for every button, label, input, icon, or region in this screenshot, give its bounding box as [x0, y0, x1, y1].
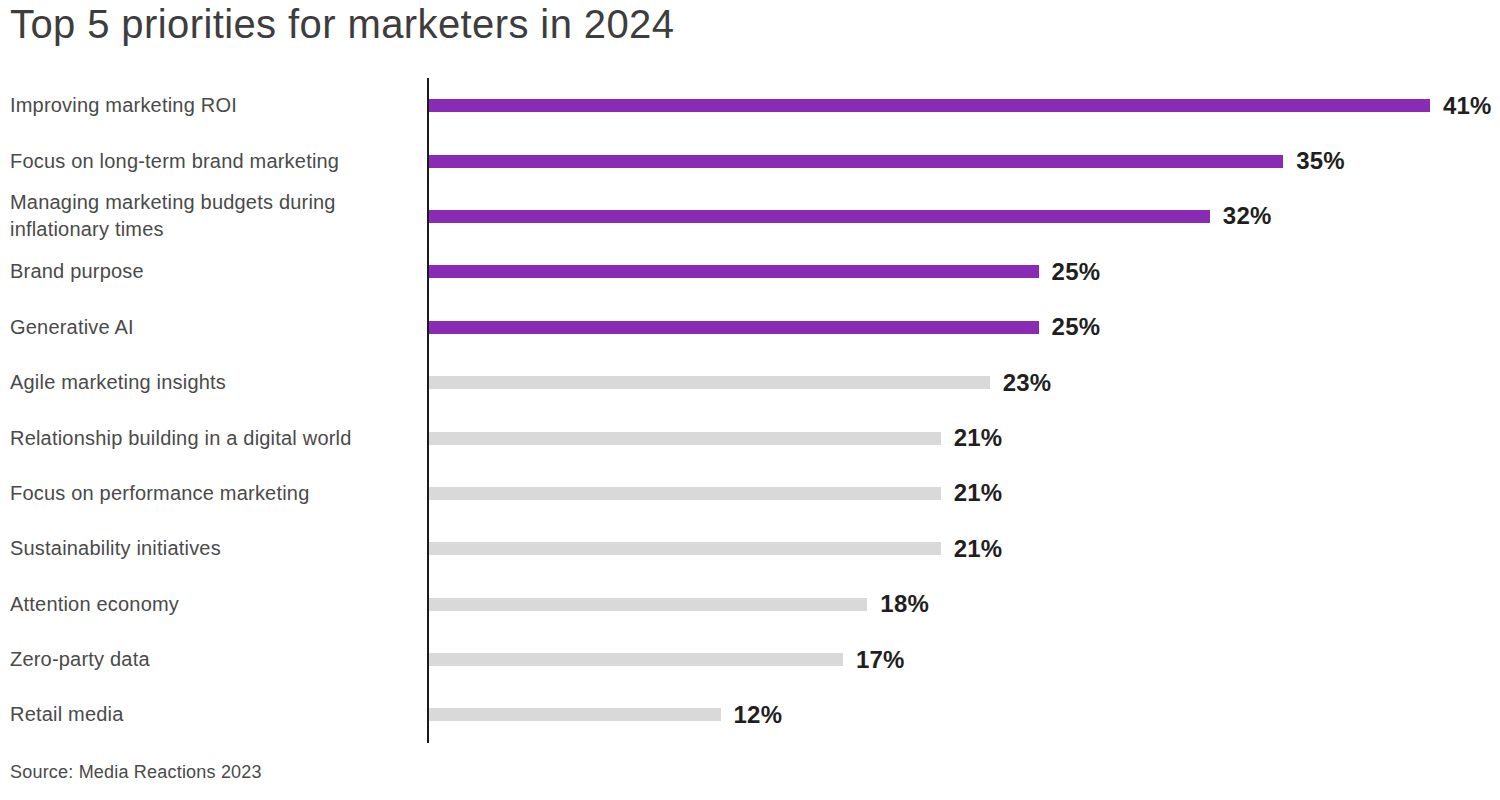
bar: [427, 155, 1283, 168]
value-label: 21%: [954, 479, 1003, 507]
value-label: 21%: [954, 424, 1003, 452]
chart-row: Brand purpose 25%: [0, 244, 1500, 299]
bar: [427, 210, 1210, 223]
chart-canvas: Top 5 priorities for marketers in 2024 I…: [0, 0, 1500, 800]
value-label: 21%: [954, 535, 1003, 563]
bar-cell: 17%: [427, 632, 1500, 687]
value-label: 17%: [856, 646, 905, 674]
bar-cell: 18%: [427, 577, 1500, 632]
bar-cell: 21%: [427, 466, 1500, 521]
category-label: Relationship building in a digital world: [0, 425, 427, 452]
category-label: Brand purpose: [0, 258, 427, 285]
source-note: Source: Media Reactions 2023: [10, 762, 262, 783]
category-label: Zero-party data: [0, 646, 427, 673]
category-label: Improving marketing ROI: [0, 92, 427, 119]
category-label: Managing marketing budgets during inflat…: [0, 189, 427, 243]
chart-row: Focus on long-term brand marketing 35%: [0, 133, 1500, 188]
chart-row: Improving marketing ROI 41%: [0, 78, 1500, 133]
bar: [427, 708, 721, 721]
chart-row: Zero-party data 17%: [0, 632, 1500, 687]
value-label: 35%: [1296, 147, 1345, 175]
category-label: Retail media: [0, 701, 427, 728]
category-label: Focus on performance marketing: [0, 480, 427, 507]
bar: [427, 432, 941, 445]
category-label: Agile marketing insights: [0, 369, 427, 396]
chart-row: Agile marketing insights 23%: [0, 355, 1500, 410]
value-label: 25%: [1052, 258, 1101, 286]
bar: [427, 376, 990, 389]
chart-row: Managing marketing budgets during inflat…: [0, 189, 1500, 244]
bar: [427, 265, 1039, 278]
chart-row: Retail media 12%: [0, 687, 1500, 742]
chart-plot-area: Improving marketing ROI 41% Focus on long-…: [0, 78, 1500, 743]
bar: [427, 99, 1430, 112]
bar-cell: 35%: [427, 133, 1500, 188]
bar-cell: 41%: [427, 78, 1500, 133]
value-label: 12%: [734, 701, 783, 729]
bar: [427, 598, 867, 611]
bar-cell: 21%: [427, 521, 1500, 576]
bar-cell: 23%: [427, 355, 1500, 410]
category-label: Sustainability initiatives: [0, 535, 427, 562]
value-label: 32%: [1223, 202, 1272, 230]
value-label: 41%: [1443, 92, 1492, 120]
bar-cell: 32%: [427, 189, 1500, 244]
chart-title: Top 5 priorities for marketers in 2024: [10, 2, 674, 47]
bar-cell: 12%: [427, 687, 1500, 742]
bar-cell: 25%: [427, 244, 1500, 299]
chart-row: Generative AI 25%: [0, 300, 1500, 355]
bar: [427, 653, 843, 666]
bar: [427, 487, 941, 500]
bar: [427, 542, 941, 555]
value-label: 25%: [1052, 313, 1101, 341]
bar-cell: 25%: [427, 300, 1500, 355]
y-axis-line: [427, 78, 429, 743]
value-label: 23%: [1003, 369, 1052, 397]
chart-row: Sustainability initiatives 21%: [0, 521, 1500, 576]
bar: [427, 321, 1039, 334]
category-label: Attention economy: [0, 591, 427, 618]
chart-row: Attention economy 18%: [0, 577, 1500, 632]
category-label: Focus on long-term brand marketing: [0, 148, 427, 175]
category-label: Generative AI: [0, 314, 427, 341]
chart-row: Focus on performance marketing 21%: [0, 466, 1500, 521]
bar-cell: 21%: [427, 410, 1500, 465]
chart-row: Relationship building in a digital world…: [0, 410, 1500, 465]
value-label: 18%: [880, 590, 929, 618]
